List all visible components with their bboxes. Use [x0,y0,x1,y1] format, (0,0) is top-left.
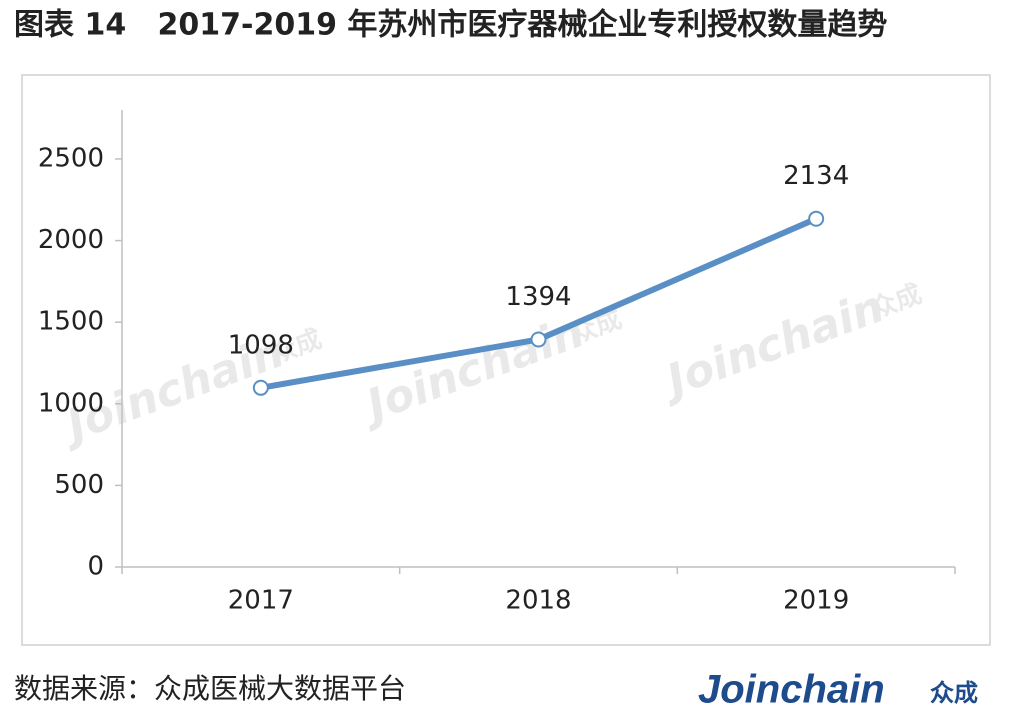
x-tick-label: 2017 [228,586,294,616]
data-point [808,210,825,227]
y-tick-label: 2500 [38,143,104,173]
watermark-text: Joinchain [653,281,891,409]
logo-suffix: 众成 [930,679,978,707]
data-label: 1098 [228,330,294,360]
x-tick-label: 2019 [783,586,849,616]
data-point [530,331,547,348]
y-tick-label: 2000 [38,225,104,255]
data-point [252,379,269,396]
y-tick-label: 1500 [38,307,104,337]
source-note: 数据来源：众成医械大数据平台 [14,672,406,705]
watermark-suffix: 众成 [867,279,926,325]
y-tick-label: 0 [87,552,104,582]
watermark-text: Joinchain [353,306,591,434]
data-label: 2134 [783,161,849,191]
chart-title: 图表 14 2017-2019 年苏州市医疗器械企业专利授权数量趋势 [14,8,887,43]
chart-frame [21,74,991,646]
logo: Joinchain [698,668,885,712]
x-tick-label: 2018 [505,586,571,616]
y-tick-label: 500 [54,470,104,500]
data-label: 1394 [505,282,571,312]
plot-area: 0 500 1000 1500 2000 2500 2017 2018 2019 1098 1394… [38,110,956,616]
watermark-suffix: 众成 [567,304,626,350]
y-tick-label: 1000 [38,388,104,418]
